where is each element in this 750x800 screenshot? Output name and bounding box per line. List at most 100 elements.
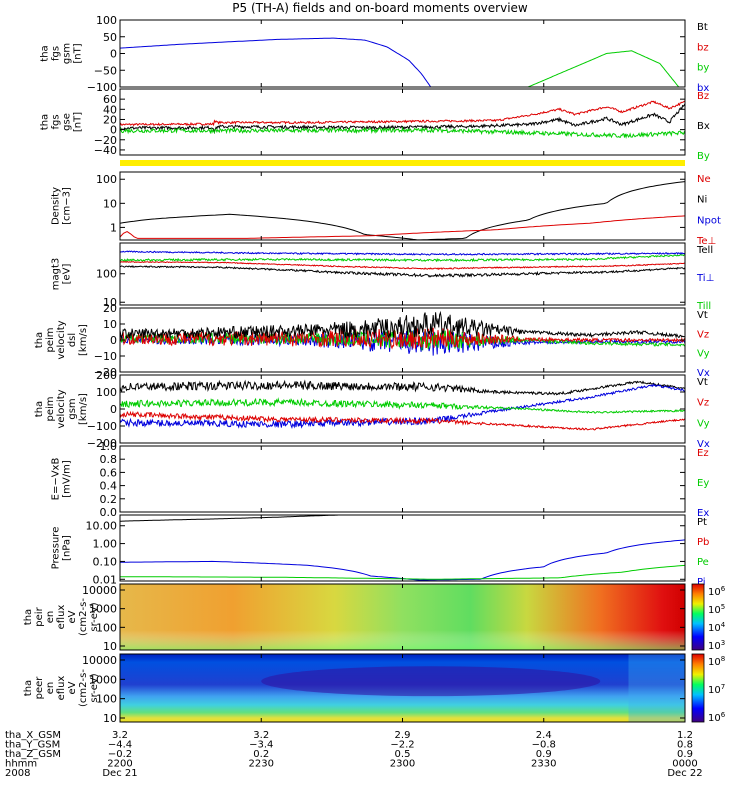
y-tick-label: 0 (110, 403, 117, 416)
panel-density: 100 10 1 Density [cm−3] Ne Ni Npot Te⊥ (51, 171, 721, 247)
panel-flag_bar (120, 160, 685, 166)
y-axis-label: eflux (56, 676, 67, 701)
y-tick-label: 10000 (82, 584, 117, 597)
y-tick-label: 10 (103, 712, 117, 725)
panel-peir_spec: 106 105 104 103 10000 1000 100 10 tha peir en eflux… (23, 583, 726, 653)
colorbar-tick-exponent: 4 (721, 621, 726, 629)
y-tick-label: −20 (94, 366, 117, 379)
y-tick-label: 100 (96, 268, 117, 281)
colorbar (691, 653, 705, 723)
legend-entry: Npot (697, 215, 721, 226)
axis-column-value: Dec 22 (667, 768, 702, 779)
legend-entry: bz (697, 42, 709, 53)
colorbar-tick-label: 106 (708, 585, 726, 598)
y-tick-label: −40 (94, 144, 117, 157)
axis-column-value: 3.2 (253, 730, 269, 741)
series-line (120, 37, 432, 87)
y-tick-label: 60 (103, 93, 117, 106)
colorbar-tick-exponent: 8 (721, 655, 725, 663)
legend-entry: Ey (697, 478, 709, 489)
spectrogram-overlay (120, 584, 685, 650)
legend-entry: Pi (697, 577, 706, 588)
series-line (120, 515, 340, 522)
y-axis-label: velocity (56, 320, 67, 359)
panel-peer_spec: 108 107 106 10000 1000 100 10 tha peer en eflux eV(… (23, 653, 726, 725)
y-tick-label: 100 (96, 14, 117, 27)
series-line (120, 310, 685, 340)
y-axis-label: [eV] (62, 264, 73, 285)
y-tick-label: 20 (103, 302, 117, 315)
y-tick-label: 10 (103, 296, 117, 309)
y-axis-label: peir (34, 606, 45, 626)
y-tick-label: 1000 (89, 673, 117, 686)
y-tick-label: −100 (87, 420, 117, 433)
axis-row-label: hhmm (5, 759, 37, 770)
colorbar-tick-exponent: 5 (721, 603, 725, 611)
axis-row-label: tha_Z_GSM (5, 749, 61, 760)
y-axis-label: [nPa] (62, 535, 73, 561)
axis-row-label: tha_X_GSM (5, 730, 61, 741)
colorbar-tick-label: 107 (708, 683, 725, 696)
y-tick-label: 50 (103, 31, 117, 44)
y-tick-label: 100 (96, 621, 117, 634)
panel-frame (119, 19, 686, 88)
colorbar-tick-label: 105 (708, 603, 725, 616)
axis-column-value: 0.5 (395, 749, 411, 760)
series-line (120, 100, 685, 127)
y-axis-label: gsm (67, 398, 78, 419)
y-tick-label: 10 (103, 640, 117, 653)
y-tick-label: 1.00 (93, 538, 118, 551)
legend-entry: Vz (697, 398, 709, 409)
y-tick-label: 100 (96, 173, 117, 186)
axis-column-value: 3.2 (112, 730, 128, 741)
y-axis-label: peer (34, 676, 45, 700)
y-axis-label: gse (62, 113, 73, 131)
axis-column-value: 0000 (672, 759, 697, 770)
panel-pressure: 10.00 1.00 0.10 0.01 Pressure [nPa] Pt Pb Pe Pi (51, 514, 709, 588)
axis-row-label: 2008 (5, 768, 30, 779)
y-axis-label: (cm2-s- (78, 669, 89, 707)
y-tick-label: −20 (94, 134, 117, 147)
panel-frame (119, 514, 686, 582)
y-tick-label: 10 (103, 318, 117, 331)
y-tick-label: 0.10 (93, 555, 118, 568)
y-axis-label: sr-eV) (89, 602, 100, 631)
time-axis-labels: tha_X_GSMtha_Y_GSMtha_Z_GSMhhmm20083.2−4… (5, 730, 703, 779)
axis-column-value: 2.9 (395, 730, 411, 741)
y-tick-label: 1 (110, 221, 117, 234)
axis-column-value: −0.8 (532, 740, 556, 751)
y-axis-label: [nT] (73, 112, 84, 132)
y-axis-label: tha (40, 45, 51, 61)
panel-peim_gsm: 200 100 0 −100 −200 tha peim velocity gsm [km/s] V… (34, 369, 710, 450)
axis-column-value: 0.9 (677, 749, 693, 760)
series-line (120, 126, 685, 139)
y-axis-label: [km/s] (78, 393, 89, 425)
axis-column-value: 2.4 (536, 730, 552, 741)
y-axis-label: tha (34, 401, 45, 417)
y-tick-label: 0.8 (100, 453, 118, 466)
y-axis-label: peim (45, 396, 56, 421)
axis-column-value: 2230 (249, 759, 274, 770)
y-tick-label: 1000 (89, 603, 117, 616)
axis-column-value: −4.4 (108, 740, 132, 751)
series-line (527, 50, 680, 87)
series-line (120, 181, 685, 240)
y-axis-label: fgs (51, 46, 62, 61)
y-axis-label: gsm (62, 43, 73, 64)
y-axis-label: tha (23, 680, 34, 696)
colorbar-tick-exponent: 6 (721, 585, 726, 593)
y-axis-label: peim (45, 327, 56, 352)
y-axis-label: magt3 (51, 258, 62, 291)
legend-entry: Bt (697, 22, 708, 33)
legend-entry: Ex (697, 508, 709, 519)
y-tick-label: 0 (110, 124, 117, 137)
legend-entry: Bz (697, 91, 709, 102)
y-axis-label: (cm2-s- (78, 598, 89, 636)
y-tick-label: 200 (96, 369, 117, 382)
y-axis-label: en (45, 611, 56, 624)
y-axis-label: tha (40, 114, 51, 130)
axis-column-value: 0.8 (677, 740, 693, 751)
